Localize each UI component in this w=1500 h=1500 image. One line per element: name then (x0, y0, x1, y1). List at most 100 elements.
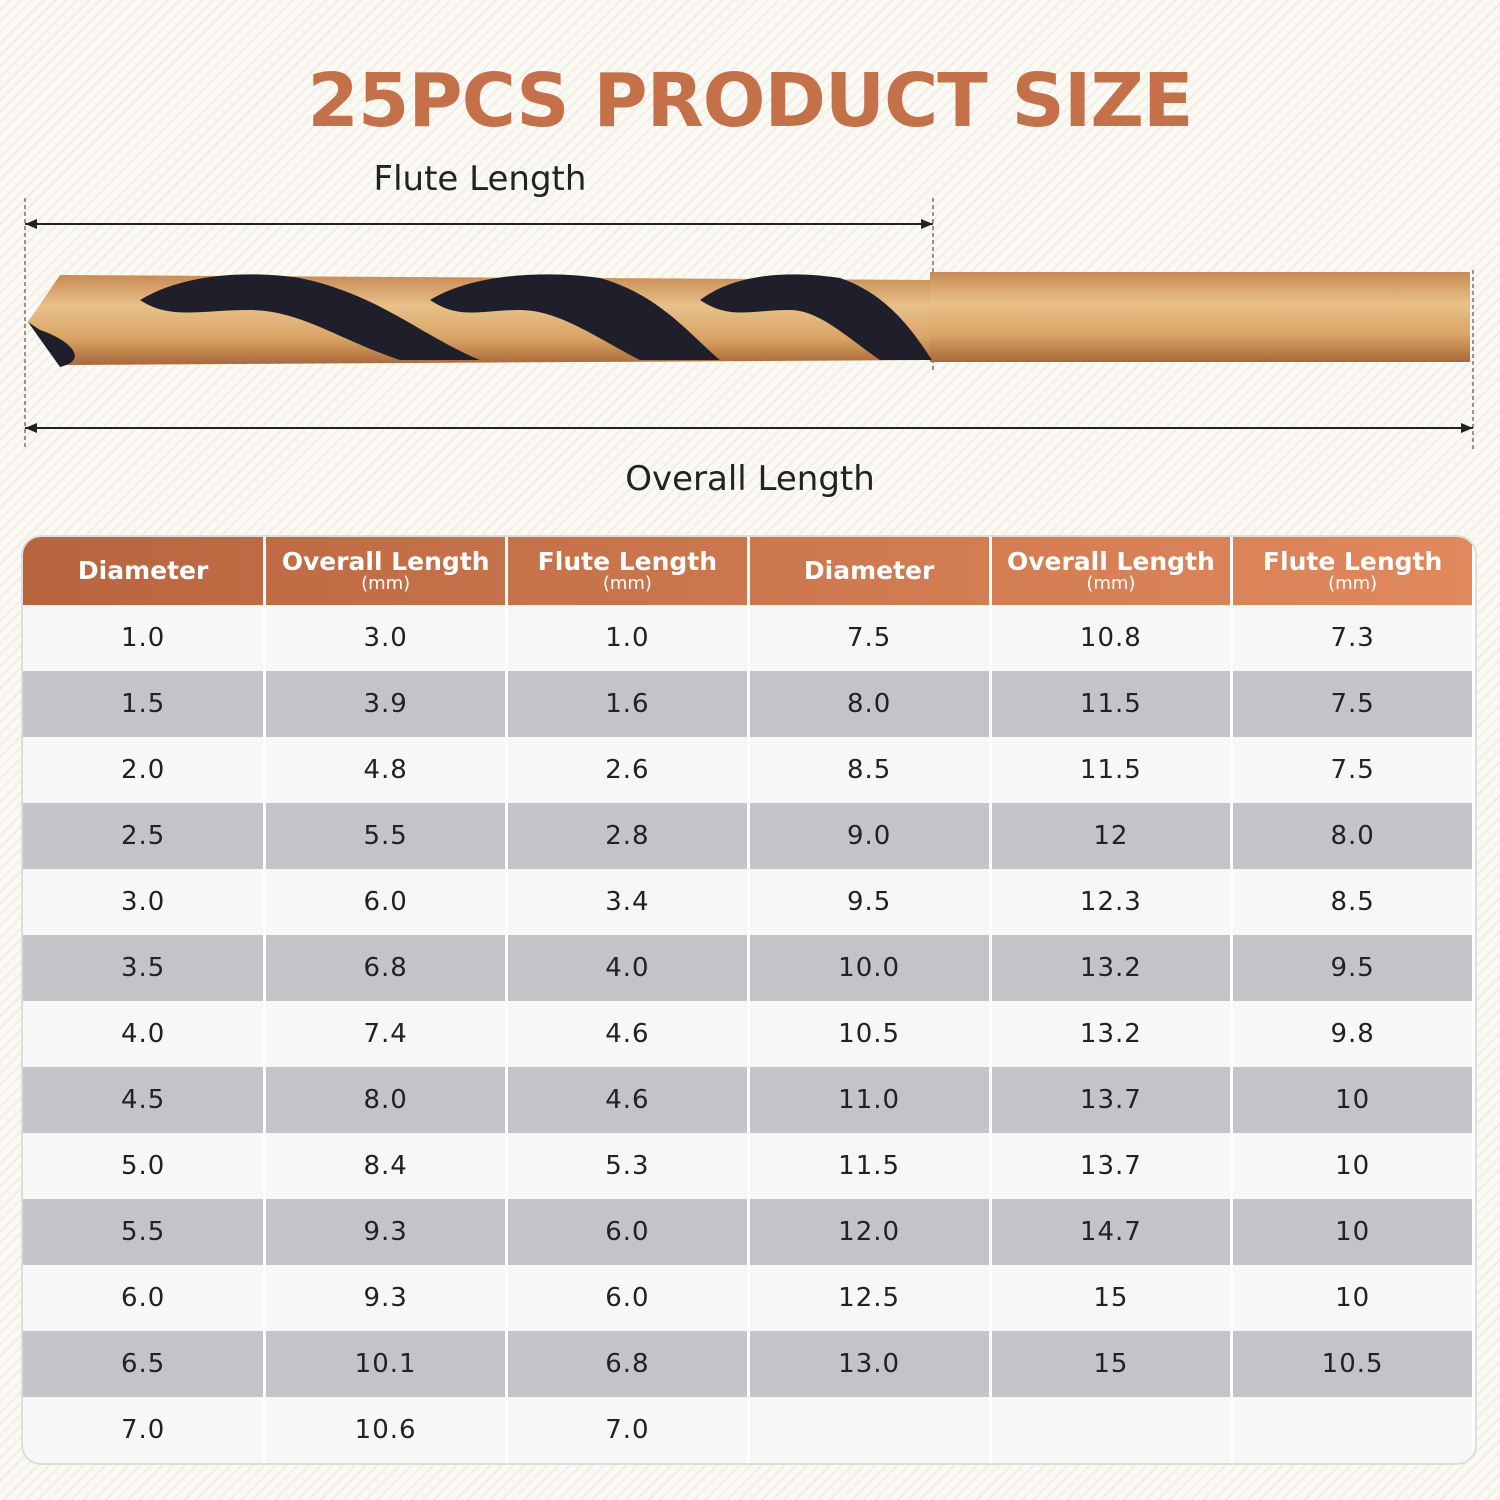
table-cell: 15 (990, 1265, 1234, 1331)
table-cell: 4.6 (506, 1001, 750, 1067)
table-cell: 10.6 (264, 1397, 508, 1463)
table-cell: 6.5 (23, 1331, 267, 1397)
table-row: 2.0 4.8 2.6 8.5 11.5 7.5 (23, 737, 1475, 803)
table-cell: 10 (1231, 1133, 1475, 1199)
table-cell: 7.5 (748, 605, 992, 671)
table-cell: 7.4 (264, 1001, 508, 1067)
table-cell: 5.0 (23, 1133, 267, 1199)
table-cell: 10 (1231, 1199, 1475, 1265)
table-row: 3.0 6.0 3.4 9.5 12.3 8.5 (23, 869, 1475, 935)
table-cell: 4.0 (506, 935, 750, 1001)
table-cell: 10.5 (748, 1001, 992, 1067)
table-cell: 6.0 (23, 1265, 267, 1331)
table-row: 6.0 9.3 6.0 12.5 15 10 (23, 1265, 1475, 1331)
table-cell: 9.0 (748, 803, 992, 869)
header-cell: Flute Length (mm) (1231, 537, 1475, 605)
header-unit: (mm) (1328, 573, 1378, 594)
table-cell: 6.8 (506, 1331, 750, 1397)
table-cell: 11.5 (748, 1133, 992, 1199)
table-row: 4.5 8.0 4.6 11.0 13.7 10 (23, 1067, 1475, 1133)
header-label: Diameter (77, 556, 209, 585)
table-cell: 9.5 (748, 869, 992, 935)
table-cell: 1.5 (23, 671, 267, 737)
table-cell: 10.8 (990, 605, 1234, 671)
table-cell: 8.0 (1231, 803, 1475, 869)
empty-cell (990, 1397, 1234, 1463)
table-cell: 8.0 (264, 1067, 508, 1133)
table-cell: 10.0 (748, 935, 992, 1001)
table-cell: 1.0 (506, 605, 750, 671)
table-cell: 5.3 (506, 1133, 750, 1199)
table-cell: 9.3 (264, 1265, 508, 1331)
table-cell: 4.5 (23, 1067, 267, 1133)
table-cell: 8.0 (748, 671, 992, 737)
table-row: 5.0 8.4 5.3 11.5 13.7 10 (23, 1133, 1475, 1199)
table-cell: 11.5 (990, 671, 1234, 737)
header-unit: (mm) (602, 573, 652, 594)
table-row: 1.5 3.9 1.6 8.0 11.5 7.5 (23, 671, 1475, 737)
table-cell: 1.6 (506, 671, 750, 737)
table-row: 3.5 6.8 4.0 10.0 13.2 9.5 (23, 935, 1475, 1001)
table-cell: 7.0 (23, 1397, 267, 1463)
table-cell: 11.0 (748, 1067, 992, 1133)
table-row: 7.0 10.6 7.0 (23, 1397, 1475, 1463)
table-cell: 10.5 (1231, 1331, 1475, 1397)
header-label: Flute Length (537, 547, 718, 576)
table-cell: 13.2 (990, 935, 1234, 1001)
flute-label: Flute Length (374, 160, 587, 199)
table-row: 1.0 3.0 1.0 7.5 10.8 7.3 (23, 605, 1475, 671)
table-cell: 5.5 (264, 803, 508, 869)
title: 25PCS PRODUCT SIZE (307, 58, 1193, 144)
table-cell: 8.5 (748, 737, 992, 803)
table-cell: 3.4 (506, 869, 750, 935)
table-cell: 6.0 (506, 1199, 750, 1265)
table-cell: 2.0 (23, 737, 267, 803)
empty-cell (748, 1397, 992, 1463)
drill-diagram: Flute Length Overall Length (24, 160, 1474, 499)
table-cell: 2.6 (506, 737, 750, 803)
table-cell: 10 (1231, 1265, 1475, 1331)
table-row: 2.5 5.5 2.8 9.0 12 8.0 (23, 803, 1475, 869)
header-cell: Flute Length (mm) (506, 537, 750, 605)
table-cell: 3.0 (264, 605, 508, 671)
table-cell: 4.8 (264, 737, 508, 803)
table-cell: 2.5 (23, 803, 267, 869)
header-label: Overall Length (281, 547, 490, 576)
table-cell: 2.8 (506, 803, 750, 869)
table-cell: 14.7 (990, 1199, 1234, 1265)
table-cell: 7.5 (1231, 671, 1475, 737)
table-cell: 12.5 (748, 1265, 992, 1331)
table-cell: 7.5 (1231, 737, 1475, 803)
table-cell: 13.7 (990, 1133, 1234, 1199)
table-cell: 15 (990, 1331, 1234, 1397)
table-cell: 6.0 (264, 869, 508, 935)
table-cell: 9.3 (264, 1199, 508, 1265)
table-row: 5.5 9.3 6.0 12.0 14.7 10 (23, 1199, 1475, 1265)
header-label: Flute Length (1262, 547, 1443, 576)
table-cell: 9.5 (1231, 935, 1475, 1001)
table-cell: 3.9 (264, 671, 508, 737)
table-cell: 5.5 (23, 1199, 267, 1265)
table-cell: 10 (1231, 1067, 1475, 1133)
table-row: 4.0 7.4 4.6 10.5 13.2 9.8 (23, 1001, 1475, 1067)
table-cell: 8.5 (1231, 869, 1475, 935)
table-cell: 10.1 (264, 1331, 508, 1397)
header-unit: (mm) (1086, 573, 1136, 594)
header-unit: (mm) (361, 573, 411, 594)
header-label: Diameter (803, 556, 935, 585)
table-cell: 4.0 (23, 1001, 267, 1067)
table-cell: 11.5 (990, 737, 1234, 803)
table-row: 6.5 10.1 6.8 13.0 15 10.5 (23, 1331, 1475, 1397)
table-cell: 13.2 (990, 1001, 1234, 1067)
table-cell: 3.5 (23, 935, 267, 1001)
table-cell: 6.0 (506, 1265, 750, 1331)
table-cell: 3.0 (23, 869, 267, 935)
table-cell: 12.3 (990, 869, 1234, 935)
header-cell: Diameter (23, 537, 267, 605)
table-cell: 4.6 (506, 1067, 750, 1133)
table-cell: 12 (990, 803, 1234, 869)
header-label: Overall Length (1006, 547, 1215, 576)
table-cell: 13.7 (990, 1067, 1234, 1133)
table-cell: 9.8 (1231, 1001, 1475, 1067)
